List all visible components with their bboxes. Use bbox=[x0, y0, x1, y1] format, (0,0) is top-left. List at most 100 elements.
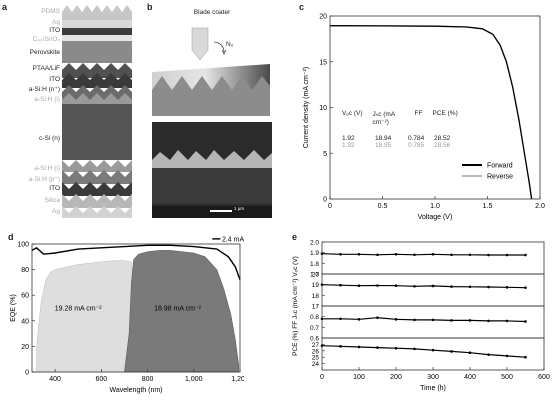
x-tick-label: 1,000 bbox=[185, 376, 203, 383]
subplot-frame-voc bbox=[321, 241, 545, 275]
data-point-ff bbox=[468, 319, 472, 322]
label-asi-i-bot: a-Si:H (i) bbox=[34, 165, 60, 172]
x-tick-label: 200 bbox=[390, 374, 402, 381]
data-point-pce bbox=[431, 348, 435, 352]
x-tick-label: 1,200 bbox=[231, 376, 244, 383]
label-silica: Silica bbox=[44, 197, 60, 204]
data-point-voc bbox=[450, 253, 453, 257]
perovskite-film bbox=[152, 64, 270, 90]
asi-n-layer bbox=[62, 85, 132, 100]
data-point-voc bbox=[524, 253, 527, 257]
data-point-pce bbox=[376, 346, 379, 349]
eqe-chart: 400 600 800 1,000 1,200 0 20 40 60 80 100 Wavelengt… bbox=[10, 236, 244, 394]
x-axis-label: Time (h) bbox=[420, 385, 446, 392]
rloss-value: 2.4 mA cm⁻² bbox=[222, 236, 244, 243]
data-point-voc bbox=[320, 252, 324, 256]
series-line-ff bbox=[322, 317, 526, 323]
sem-scale-label: 1 µm bbox=[234, 206, 245, 211]
data-point-ff bbox=[524, 320, 527, 323]
y-tick-label: 2.0 bbox=[310, 240, 319, 247]
data-point-voc bbox=[339, 252, 342, 256]
plot-frame bbox=[329, 15, 541, 200]
label-csi: c-Si (n) bbox=[39, 135, 60, 142]
panel-label-b: b bbox=[147, 2, 153, 12]
data-point-pce bbox=[339, 345, 342, 348]
y-tick-label: 80 bbox=[21, 267, 29, 274]
x-tick-label: 1.0 bbox=[430, 203, 440, 210]
y-tick-label: 25 bbox=[312, 355, 320, 362]
legend-label-reverse: Reverse bbox=[487, 174, 513, 181]
data-point-voc bbox=[376, 253, 379, 257]
series-line-voc bbox=[321, 253, 526, 256]
data-point-ff bbox=[487, 319, 490, 323]
label-asi-i-top: a-Si:H (i) bbox=[34, 96, 60, 103]
label-c60: C₆₀/SnO₂ bbox=[32, 36, 60, 43]
panel-label-e: e bbox=[292, 232, 298, 242]
perovskite-layer bbox=[62, 41, 132, 63]
data-point-voc bbox=[505, 253, 509, 257]
data-point-voc bbox=[468, 253, 472, 257]
panel-label-c: c bbox=[299, 2, 305, 12]
data-point-jsc bbox=[376, 284, 379, 287]
blade-coating-figure bbox=[152, 27, 272, 218]
jsc-top-annotation: 19.28 mA cm⁻² bbox=[55, 306, 103, 313]
blade-coater-label: Blade coater bbox=[193, 9, 231, 16]
y-tick-label: 0.8 bbox=[310, 314, 319, 321]
blade-coater-icon bbox=[191, 27, 209, 61]
fwd-ff: 0.784 bbox=[408, 135, 425, 142]
pdms-layer bbox=[62, 5, 132, 20]
x-tick-label: 1.5 bbox=[483, 203, 493, 210]
plot-frame bbox=[31, 243, 241, 373]
jsc-bottom-annotation: 18.98 mA cm⁻² bbox=[154, 306, 202, 313]
x-tick-label: 0 bbox=[320, 374, 324, 381]
y-tick-label: 26 bbox=[312, 348, 320, 355]
panel-label-d: d bbox=[8, 232, 14, 242]
x-tick-label: 100 bbox=[353, 374, 365, 381]
data-point-jsc bbox=[357, 284, 361, 288]
nitrogen-label: N₂ bbox=[226, 41, 234, 48]
y-tick-label: 0 bbox=[25, 370, 29, 377]
data-point-pce bbox=[468, 351, 472, 355]
subplot-frame-pce bbox=[321, 337, 545, 371]
data-point-pce bbox=[487, 353, 490, 356]
label-ito-top: ITO bbox=[49, 27, 60, 34]
y-tick-label: 0 bbox=[323, 197, 327, 204]
y-tick-label: 5 bbox=[323, 151, 327, 158]
data-point-pce bbox=[413, 347, 416, 351]
data-point-pce bbox=[320, 344, 324, 347]
x-axis-label: Wavelength (nm) bbox=[109, 387, 162, 394]
x-tick-label: 500 bbox=[501, 374, 513, 381]
y-tick-label: 100 bbox=[17, 242, 29, 249]
data-point-ff bbox=[450, 319, 453, 322]
y-tick-label: 24 bbox=[312, 361, 320, 368]
data-point-voc bbox=[413, 253, 416, 257]
data-point-voc bbox=[487, 253, 490, 257]
asi-i-bot-layer bbox=[62, 160, 132, 172]
ag-top-layer bbox=[62, 20, 132, 28]
ito-bot-layer bbox=[62, 182, 132, 196]
label-ito-mid: ITO bbox=[49, 76, 60, 83]
col-ff: FF bbox=[414, 110, 423, 117]
series-line-jsc bbox=[321, 284, 526, 289]
y-tick-label: 1.7 bbox=[310, 272, 319, 279]
x-tick-label: 2.0 bbox=[535, 203, 545, 210]
x-tick-label: 0.5 bbox=[378, 203, 388, 210]
data-point-jsc bbox=[505, 286, 509, 289]
y-tick-label: 20 bbox=[21, 344, 29, 351]
data-point-ff bbox=[505, 319, 509, 323]
col-voc: Vₒᴄ (V) bbox=[342, 110, 363, 117]
y-axis-label: EQE (%) bbox=[10, 294, 17, 322]
fwd-pce: 28.52 bbox=[434, 135, 451, 142]
label-asi-p: a-Si:H (p⁺) bbox=[28, 176, 60, 183]
col-jsc: Jₛᴄ (mA cm⁻²) bbox=[372, 111, 395, 126]
legend-label-forward: Forward bbox=[487, 163, 513, 170]
y-tick-label: 10 bbox=[319, 105, 327, 112]
csi-layer bbox=[62, 104, 132, 160]
series-line-pce bbox=[321, 345, 526, 358]
label-asi-n: a-Si:H (n⁺) bbox=[28, 86, 60, 93]
x-tick-label: 400 bbox=[49, 376, 61, 383]
data-point-ff bbox=[357, 318, 361, 321]
x-tick-label: 600 bbox=[538, 374, 550, 381]
y-tick-label: 40 bbox=[21, 318, 29, 325]
x-axis-label: Voltage (V) bbox=[418, 214, 453, 221]
